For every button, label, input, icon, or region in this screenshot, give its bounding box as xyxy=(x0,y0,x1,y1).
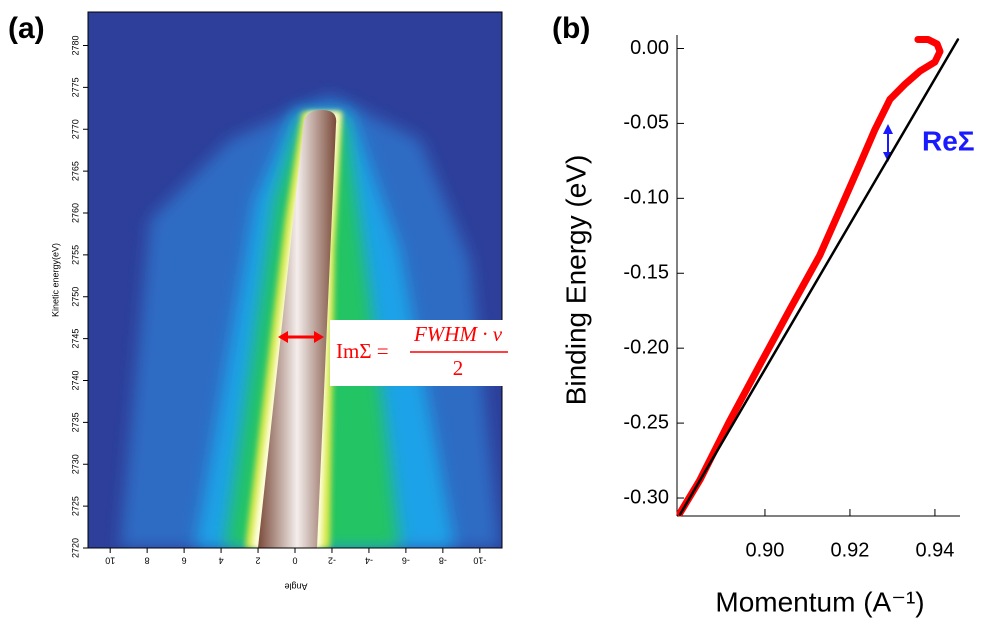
formula-denominator: 2 xyxy=(453,356,464,380)
y-tick-label: 2725 xyxy=(70,496,80,516)
x-tick-label: -4 xyxy=(365,556,373,566)
y-tick-label: -0.10 xyxy=(623,187,669,209)
x-tick-label: -2 xyxy=(328,556,336,566)
y-tick-label: -0.25 xyxy=(623,411,669,433)
x-tick-label: 8 xyxy=(145,556,150,566)
x-axis-label: Momentum (A⁻¹) xyxy=(715,586,924,617)
y-axis-label: Binding Energy (eV) xyxy=(560,155,591,406)
y-tick-label: 2775 xyxy=(70,77,80,97)
y-tick-label: 2755 xyxy=(70,245,80,265)
y-tick-label: 2730 xyxy=(70,454,80,474)
x-axis-label: Angle xyxy=(284,582,307,592)
y-tick-label: -0.20 xyxy=(623,336,669,358)
intensity-map xyxy=(88,12,502,548)
y-tick-label: 2735 xyxy=(70,412,80,432)
fit-line xyxy=(678,38,960,516)
x-tick-label: -10 xyxy=(473,556,486,566)
arrow-head xyxy=(883,124,893,134)
y-tick-label: 2765 xyxy=(70,161,80,181)
formula-box xyxy=(330,320,512,386)
data-curve xyxy=(676,36,944,517)
x-tick-label: 0.90 xyxy=(745,539,784,561)
y-tick-label: -0.15 xyxy=(623,262,669,284)
y-tick-label: 2750 xyxy=(70,287,80,307)
annotation: ReΣ xyxy=(922,125,975,156)
x-tick-label: -6 xyxy=(402,556,410,566)
y-axis-label: Kinetic energy(eV) xyxy=(50,243,60,317)
x-tick-label: 0.94 xyxy=(915,539,954,561)
formula-numerator: FWHM · v xyxy=(413,322,503,346)
arrow-head xyxy=(314,331,324,343)
formula-lhs: ImΣ = xyxy=(336,339,389,363)
arrow-head xyxy=(278,331,288,343)
y-tick-label: 2720 xyxy=(70,538,80,558)
y-tick-label: 2745 xyxy=(70,329,80,349)
y-tick-label: -0.05 xyxy=(623,112,669,134)
x-tick-label: 2 xyxy=(256,556,261,566)
x-tick-label: 10 xyxy=(105,556,115,566)
y-tick-label: 2760 xyxy=(70,203,80,223)
x-tick-label: 0.92 xyxy=(830,539,869,561)
x-tick-label: 0 xyxy=(292,556,297,566)
panel-label: (a) xyxy=(8,12,45,45)
y-tick-label: 2780 xyxy=(70,35,80,55)
panel-label: (b) xyxy=(552,12,590,45)
y-tick-label: 0.00 xyxy=(630,37,669,59)
x-tick-label: 4 xyxy=(219,556,224,566)
x-tick-label: 6 xyxy=(182,556,187,566)
x-tick-label: -8 xyxy=(439,556,447,566)
y-tick-label: 2770 xyxy=(70,119,80,139)
y-tick-label: -0.30 xyxy=(623,486,669,508)
y-tick-label: 2740 xyxy=(70,370,80,390)
